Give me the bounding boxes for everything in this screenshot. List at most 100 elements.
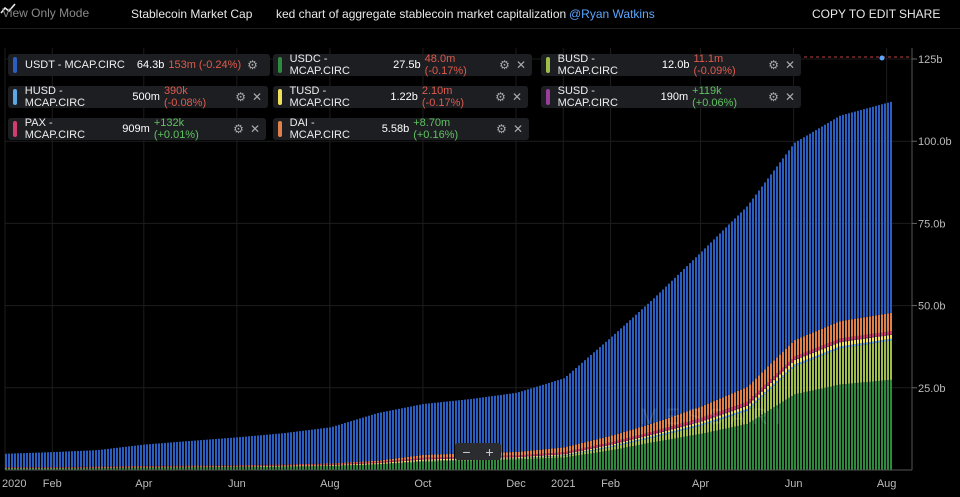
bar-segment xyxy=(134,467,136,470)
zoom-out-button[interactable]: − xyxy=(462,443,471,460)
bar-column xyxy=(107,448,109,470)
bar-segment xyxy=(53,467,55,469)
legend-item[interactable]: TUSD - MCAP.CIRC 1.22b 2.10m (-0.17%) ⚙ ✕ xyxy=(273,85,528,109)
legend-item[interactable]: DAI - MCAP.CIRC 5.58b +8.70m (+0.16%) ⚙ ✕ xyxy=(273,117,529,141)
bar-segment xyxy=(590,450,592,451)
copy-to-edit-button[interactable]: COPY TO EDIT xyxy=(812,7,897,21)
gear-icon[interactable]: ⚙ xyxy=(768,58,779,72)
bar-column xyxy=(656,295,658,470)
bar-segment xyxy=(785,374,787,400)
bar-segment xyxy=(767,391,769,412)
bar-segment xyxy=(461,460,463,461)
close-icon[interactable]: ✕ xyxy=(512,122,523,136)
bar-segment xyxy=(65,468,67,470)
bar-segment xyxy=(563,378,565,448)
legend-item[interactable]: HUSD - MCAP.CIRC 500m 390k (-0.08%) ⚙ ✕ xyxy=(8,85,268,109)
bar-segment xyxy=(476,398,478,454)
bar-segment xyxy=(887,335,889,340)
bar-segment xyxy=(698,418,700,422)
zoom-in-button[interactable]: + xyxy=(485,443,494,460)
bar-column xyxy=(749,202,751,470)
bar-segment xyxy=(323,428,325,464)
bar-segment xyxy=(158,467,160,470)
bar-segment xyxy=(554,455,556,457)
close-icon[interactable]: ✕ xyxy=(784,58,796,72)
bar-segment xyxy=(503,394,505,453)
bar-column xyxy=(869,107,871,470)
bar-column xyxy=(380,412,382,470)
close-icon[interactable]: ✕ xyxy=(511,90,522,104)
close-icon[interactable]: ✕ xyxy=(249,122,260,136)
bar-segment xyxy=(764,388,766,389)
bar-segment xyxy=(806,351,808,355)
bar-column xyxy=(98,449,100,470)
bar-segment xyxy=(326,465,328,466)
bar-segment xyxy=(620,439,622,442)
bar-segment xyxy=(659,420,661,430)
bar-column xyxy=(407,407,409,470)
bar-column xyxy=(302,430,304,470)
bar-column xyxy=(731,221,733,470)
bar-segment xyxy=(791,359,793,363)
bar-segment xyxy=(809,353,811,355)
bar-column xyxy=(671,280,673,470)
legend-item[interactable]: SUSD - MCAP.CIRC 190m +119k (+0.06%) ⚙ ✕ xyxy=(541,85,801,109)
gear-icon[interactable]: ⚙ xyxy=(235,90,246,104)
bar-segment xyxy=(323,466,325,470)
bar-segment xyxy=(716,236,718,400)
bar-segment xyxy=(143,466,145,468)
legend-item[interactable]: USDT - MCAP.CIRC 64.3b 153m (-0.24%) ⚙ xyxy=(8,54,270,76)
close-icon[interactable]: ✕ xyxy=(784,90,795,104)
gear-icon[interactable]: ⚙ xyxy=(233,122,244,136)
bar-segment xyxy=(734,406,736,410)
bar-column xyxy=(311,429,313,470)
bar-segment xyxy=(155,443,157,466)
bar-column xyxy=(167,442,169,470)
gear-icon[interactable]: ⚙ xyxy=(495,90,506,104)
y-tick-label: 25.0b xyxy=(918,383,946,395)
bar-column xyxy=(293,431,295,470)
bar-column xyxy=(707,245,709,470)
bar-segment xyxy=(719,414,721,416)
bar-segment xyxy=(593,352,595,440)
bar-segment xyxy=(410,406,412,457)
bar-segment xyxy=(23,453,25,468)
bar-segment xyxy=(887,102,889,314)
bar-column xyxy=(431,403,433,470)
legend-item[interactable]: USDC - MCAP.CIRC 27.5b 48.0m (-0.17%) ⚙ ✕ xyxy=(273,53,532,77)
bar-segment xyxy=(575,449,577,452)
legend-item[interactable]: PAX - MCAP.CIRC 909m +132k (+0.01%) ⚙ ✕ xyxy=(8,117,266,141)
bar-segment xyxy=(803,352,805,356)
bar-segment xyxy=(890,312,892,332)
bar-segment xyxy=(827,387,829,470)
close-icon[interactable]: ✕ xyxy=(251,90,263,104)
bar-segment xyxy=(794,359,796,361)
bar-segment xyxy=(824,327,826,345)
bar-segment xyxy=(542,456,544,458)
gear-icon[interactable]: ⚙ xyxy=(768,90,779,104)
share-button[interactable]: SHARE xyxy=(899,7,941,21)
bar-segment xyxy=(560,455,562,457)
gear-icon[interactable]: ⚙ xyxy=(247,58,258,72)
bar-segment xyxy=(620,328,622,433)
bar-segment xyxy=(536,455,538,457)
bar-segment xyxy=(821,349,823,354)
bar-segment xyxy=(713,417,715,420)
bar-column xyxy=(659,292,661,470)
bar-segment xyxy=(476,460,478,470)
bar-segment xyxy=(548,458,550,470)
gear-icon[interactable]: ⚙ xyxy=(496,122,507,136)
close-icon[interactable]: ✕ xyxy=(515,58,526,72)
bar-segment xyxy=(440,402,442,455)
bar-segment xyxy=(611,446,613,451)
bar-segment xyxy=(332,463,334,465)
author-link[interactable]: @Ryan Watkins xyxy=(569,7,655,21)
bar-segment xyxy=(836,322,838,340)
bar-segment xyxy=(464,459,466,461)
bar-segment xyxy=(800,363,802,393)
bar-segment xyxy=(182,467,184,470)
bar-segment xyxy=(518,458,520,460)
gear-icon[interactable]: ⚙ xyxy=(499,58,510,72)
legend-item[interactable]: BUSD - MCAP.CIRC 12.0b 11.1m (-0.09%) ⚙ ✕ xyxy=(541,53,801,77)
bar-segment xyxy=(647,443,649,470)
